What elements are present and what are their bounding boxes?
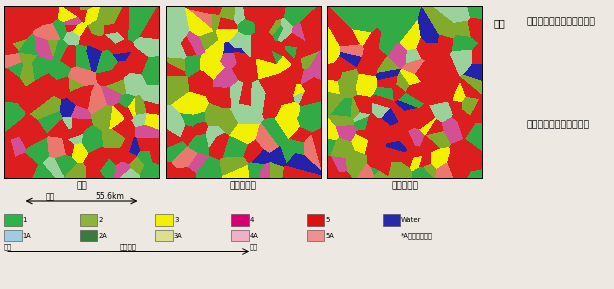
Bar	[231, 230, 249, 242]
Text: 2: 2	[98, 217, 103, 223]
Bar	[307, 230, 324, 242]
Bar	[155, 230, 173, 242]
Text: 強い: 強い	[250, 243, 258, 250]
Text: キャッサバ: キャッサバ	[391, 181, 418, 190]
Text: 栄培適性: 栄培適性	[120, 243, 136, 250]
Text: 3A: 3A	[174, 233, 182, 239]
Bar	[231, 214, 249, 226]
Bar	[80, 214, 97, 226]
Text: Water: Water	[401, 217, 422, 223]
Bar	[4, 230, 21, 242]
Bar	[4, 214, 21, 226]
Bar	[155, 214, 173, 226]
Text: サトウキビ: サトウキビ	[230, 181, 257, 190]
Bar	[383, 214, 400, 226]
Text: コメ: コメ	[46, 192, 55, 201]
Text: 土壌特性と水供給の可能性: 土壌特性と水供給の可能性	[526, 18, 595, 27]
Text: 3: 3	[174, 217, 179, 223]
Text: *A水供給可能地: *A水供給可能地	[401, 232, 433, 239]
Text: 2A: 2A	[98, 233, 107, 239]
Bar	[80, 230, 97, 242]
Text: 5: 5	[325, 217, 330, 223]
Text: コメ: コメ	[76, 181, 87, 190]
Text: 55.6km: 55.6km	[95, 192, 124, 201]
Text: 4: 4	[250, 217, 254, 223]
Text: 5A: 5A	[325, 233, 334, 239]
Text: 1A: 1A	[23, 233, 31, 239]
Text: 1: 1	[23, 217, 27, 223]
Text: 弱い: 弱い	[4, 243, 12, 250]
Text: に基づく栖培適地評価図: に基づく栖培適地評価図	[526, 120, 589, 129]
Bar	[307, 214, 324, 226]
Text: 4A: 4A	[250, 233, 258, 239]
Text: 図１: 図１	[494, 18, 506, 28]
